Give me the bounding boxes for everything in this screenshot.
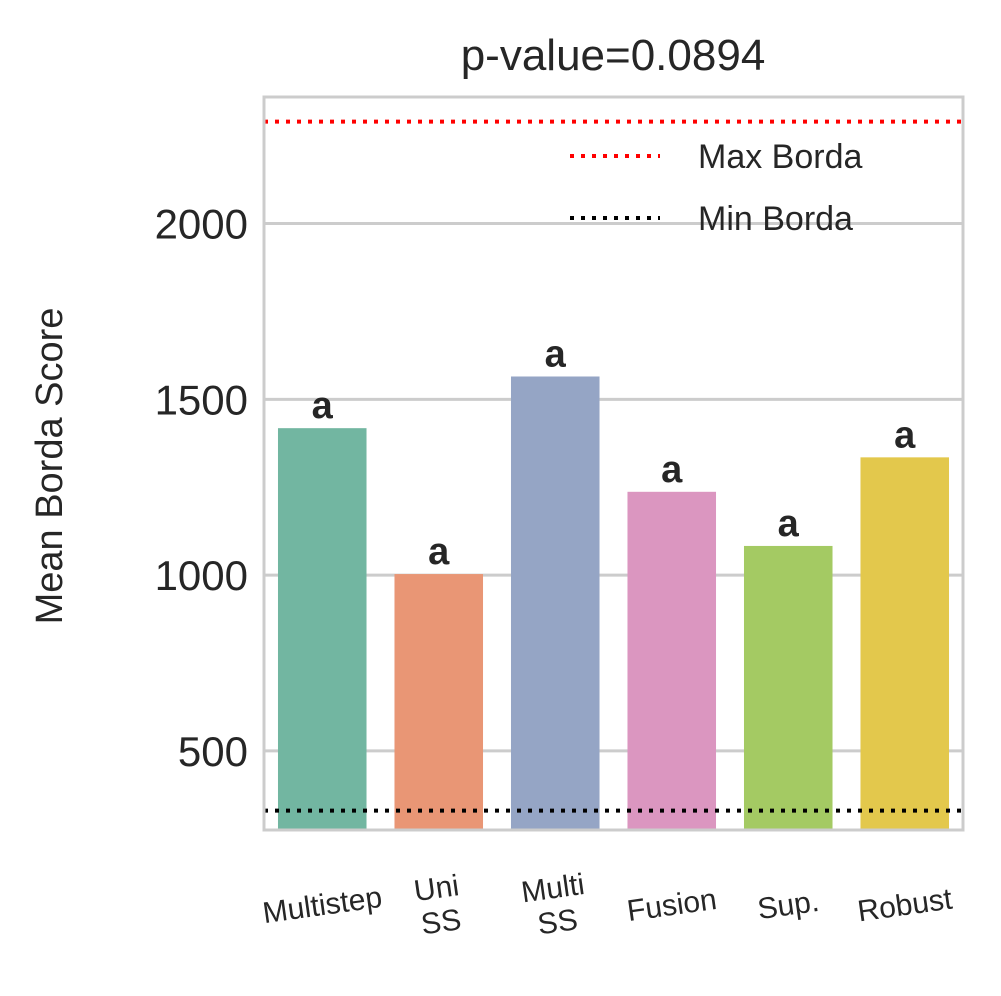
bar-label: a [312,385,334,427]
bar [510,376,600,830]
bars [277,376,950,830]
bar [627,491,717,830]
x-tick-label-line: Sup. [755,885,821,926]
x-tick-label: Multistep [261,881,384,930]
x-tick-label: Fusion [625,883,719,928]
chart-title: p-value=0.0894 [461,31,766,80]
bar-label: a [894,414,916,456]
x-tick-label: Robust [855,882,954,928]
bar [743,545,833,830]
bar [277,428,367,830]
y-axis-ticks: 500 1000 1500 2000 [155,201,248,775]
x-tick-label-line: Fusion [625,883,719,928]
bar-label: a [661,449,683,491]
bar-labels: a a a a a a [312,333,917,573]
x-tick-label-line: Multi [519,868,586,909]
bar [860,457,950,830]
x-tick-label-line: SS [419,903,463,941]
grid-lines [264,222,963,753]
y-tick-label: 1000 [155,552,248,599]
bar-label: a [545,333,567,375]
y-tick-label: 500 [178,728,248,775]
x-tick-label: Sup. [755,885,821,926]
plot-frame [262,95,965,832]
x-tick-label-line: Uni [412,869,461,908]
bar-label: a [778,503,800,545]
bar-label: a [428,531,450,573]
x-tick-label-line: Robust [855,882,954,928]
x-tick-label-line: SS [536,903,580,941]
x-tick-label-line: Multistep [261,881,384,930]
y-tick-label: 1500 [155,376,248,423]
bar [394,574,484,830]
y-axis-label: Mean Borda Score [29,308,71,625]
legend-label: Min Borda [698,200,853,238]
y-tick-label: 2000 [155,201,248,248]
legend-label: Max Borda [698,138,862,176]
legend: Max Borda Min Borda [570,138,862,238]
